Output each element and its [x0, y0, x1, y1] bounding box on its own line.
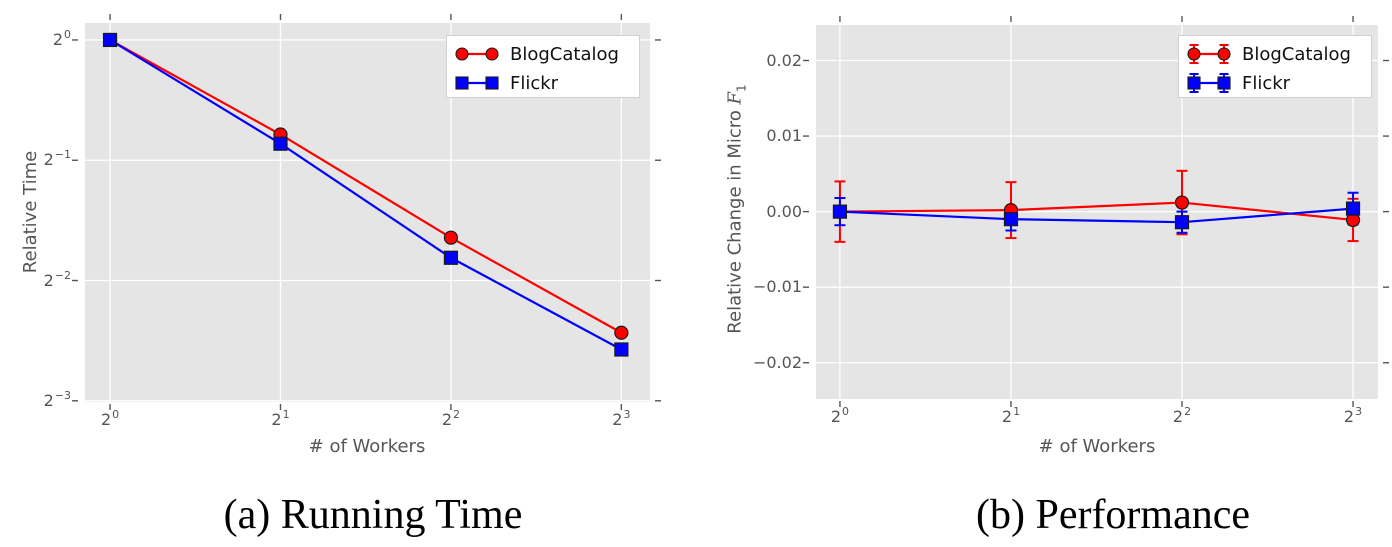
legend-label: Flickr	[510, 73, 559, 94]
x-tick-label: 21	[271, 408, 290, 429]
y-tick-label: 0.00	[766, 201, 802, 221]
y-tick-label: −0.02	[752, 352, 802, 372]
y-axis-label-running-time: Relative Time	[20, 150, 41, 274]
legend-entry-flickr: Flickr	[1187, 73, 1291, 94]
legend-performance: BlogCatalog Flickr	[1178, 35, 1372, 98]
data-point-flickr	[1345, 201, 1361, 216]
x-tick-label: 21	[1001, 405, 1021, 426]
tick-exponent: −2	[54, 268, 71, 282]
tick-exponent: 0	[64, 27, 71, 41]
tick-exponent: 3	[623, 408, 631, 421]
x-tick-label: 23	[1343, 405, 1363, 426]
legend-running-time: BlogCatalog Flickr	[446, 35, 640, 98]
legend-entry-blogcatalog: BlogCatalog	[455, 44, 619, 65]
tick-exponent: 1	[282, 408, 290, 421]
series-line-blogcatalog	[109, 38, 622, 334]
legend-entry-blogcatalog: BlogCatalog	[1187, 44, 1351, 65]
data-point-blogcatalog	[1174, 195, 1190, 210]
math-symbol: F	[724, 91, 746, 105]
x-tick-label: 20	[100, 408, 120, 429]
x-tick-label: 22	[441, 408, 461, 429]
y-axis-label-performance: Relative Change in Micro F1	[724, 84, 749, 334]
legend-entry-flickr: Flickr	[455, 73, 559, 94]
tick-exponent: 3	[1355, 405, 1363, 418]
legend-label: Flickr	[1242, 73, 1291, 94]
math-subscript: 1	[734, 84, 749, 92]
x-tick-label: 23	[612, 408, 631, 429]
tick-exponent: 2	[1184, 405, 1192, 418]
tick-exponent: −3	[54, 388, 71, 402]
data-point-blogcatalog	[614, 325, 629, 340]
y-tick-label: 0.01	[766, 126, 802, 146]
y-tick-label: 0.02	[766, 50, 802, 70]
caption-performance: (b) Performance	[975, 492, 1251, 538]
series-line-flickr	[839, 207, 1354, 224]
legend-label: BlogCatalog	[1242, 44, 1351, 65]
series-line-flickr	[109, 39, 622, 351]
tick-exponent: 1	[1013, 405, 1021, 418]
y-tick-label: 2−1	[43, 148, 71, 170]
legend-box	[446, 35, 640, 98]
legend-label: BlogCatalog	[510, 44, 619, 65]
tick-exponent: −1	[54, 148, 71, 162]
data-point-flickr	[102, 32, 118, 48]
tick-exponent: 2	[453, 408, 461, 421]
y-tick-label: 2−3	[43, 388, 71, 410]
y-tick-label: 20	[52, 27, 71, 49]
data-point-flickr	[273, 136, 288, 151]
data-point-flickr	[443, 250, 459, 265]
y-tick-label: −0.01	[752, 277, 802, 297]
tick-exponent: 0	[842, 405, 850, 418]
series-line-blogcatalog	[839, 201, 1354, 222]
x-tick-label: 20	[830, 405, 850, 426]
legend-box	[1178, 35, 1372, 98]
x-tick-label: 22	[1172, 405, 1192, 426]
data-point-blogcatalog	[443, 230, 459, 245]
caption-running-time: (a) Running Time	[223, 492, 523, 538]
x-axis-label-performance: # of Workers	[1038, 436, 1156, 457]
data-point-flickr	[1174, 215, 1190, 230]
x-axis-label-running-time: # of Workers	[308, 436, 426, 457]
y-tick-label: 2−2	[43, 268, 71, 290]
tick-exponent: 0	[112, 408, 120, 421]
data-point-flickr	[832, 204, 848, 219]
data-point-flickr	[614, 342, 629, 357]
data-point-flickr	[1003, 212, 1019, 227]
